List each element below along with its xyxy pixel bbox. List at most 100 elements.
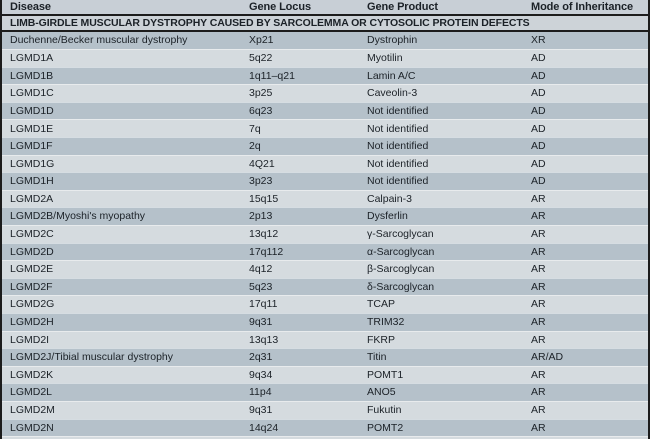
gene-product-cell: Dysferlin xyxy=(367,211,408,222)
gene-locus-cell: 4Q21 xyxy=(249,158,275,170)
gene-product-cell: Myotilin xyxy=(367,53,403,64)
disease-cell: LGMD1E xyxy=(10,123,54,135)
table-row: LGMD1D 6q23 Not identified AD xyxy=(2,101,648,120)
gene-locus-cell: 13q13 xyxy=(249,334,279,346)
section-rule xyxy=(2,29,648,32)
disease-cell: LGMD1D xyxy=(10,105,54,117)
gene-locus-cell: 2p13 xyxy=(249,211,273,222)
table-row: LGMD2B/Myoshi's myopathy 2p13 Dysferlin AR xyxy=(2,207,648,226)
table-row: LGMD2A 15q15 Calpain-3 AR xyxy=(2,189,648,208)
inheritance-cell: AR xyxy=(531,387,546,398)
disease-cell: LGMD2N xyxy=(10,422,54,434)
inheritance-cell: AR xyxy=(531,193,546,205)
gene-product-cell: POMT2 xyxy=(367,422,404,434)
table-row: LGMD2L 11p4 ANO5 AR xyxy=(2,383,648,401)
gene-locus-cell: 9q31 xyxy=(249,405,273,416)
gene-locus-cell: 14q24 xyxy=(249,422,279,434)
table-row: LGMD2G 17q11 TCAP AR xyxy=(2,295,648,313)
inheritance-cell: AR/AD xyxy=(531,352,564,363)
table-row: LGMD2H 9q31 TRIM32 AR xyxy=(2,313,648,331)
gene-product-cell: Not identified xyxy=(367,158,429,170)
gene-locus-cell: 17q112 xyxy=(249,246,284,258)
gene-locus-cell: Xp21 xyxy=(249,35,274,46)
table-row: LGMD2C 13q12 γ-Sarcoglycan AR xyxy=(2,225,648,243)
table-row: LGMD2E 4q12 β-Sarcoglycan AR xyxy=(2,260,648,278)
disease-cell: Duchenne/Becker muscular dystrophy xyxy=(10,35,188,46)
disease-cell: LGMD2C xyxy=(10,229,54,240)
inheritance-cell: AD xyxy=(531,176,546,187)
inheritance-cell: XR xyxy=(531,35,546,46)
column-header-mode-of-inheritance: Mode of Inheritance xyxy=(531,1,633,13)
gene-locus-cell: 17q11 xyxy=(249,299,278,310)
inheritance-cell: AR xyxy=(531,317,546,328)
table-row: LGMD1C 3p25 Caveolin-3 AD xyxy=(2,84,648,102)
gene-locus-cell: 6q23 xyxy=(249,105,273,117)
inheritance-cell: AR xyxy=(531,369,546,381)
gene-product-cell: Calpain-3 xyxy=(367,193,412,205)
inheritance-cell: AR xyxy=(531,281,546,293)
disease-cell: LGMD2H xyxy=(10,317,54,328)
table-body: Duchenne/Becker muscular dystrophy Xp21 Dy… xyxy=(2,31,648,437)
disease-cell: LGMD2K xyxy=(10,369,54,381)
disease-cell: LGMD2M xyxy=(10,405,55,416)
inheritance-cell: AR xyxy=(531,405,546,416)
gene-locus-cell: 7q xyxy=(249,123,261,135)
gene-product-cell: ANO5 xyxy=(367,387,396,398)
gene-product-cell: TRIM32 xyxy=(367,317,405,328)
gene-product-cell: Not identified xyxy=(367,176,429,187)
gene-product-cell: δ-Sarcoglycan xyxy=(367,281,435,293)
gene-locus-cell: 3p25 xyxy=(249,88,273,99)
inheritance-cell: AR xyxy=(531,246,546,258)
table-row: LGMD2I 13q13 FKRP AR xyxy=(2,330,648,349)
gene-locus-cell: 1q11–q21 xyxy=(249,70,295,82)
inheritance-cell: AD xyxy=(531,123,546,135)
disease-cell: LGMD2G xyxy=(10,299,55,310)
gene-product-cell: TCAP xyxy=(367,299,396,310)
gene-locus-cell: 13q12 xyxy=(249,229,279,240)
disease-cell: LGMD2B/Myoshi's myopathy xyxy=(10,211,146,222)
table-row: LGMD2M 9q31 Fukutin AR xyxy=(2,400,648,419)
table-row: LGMD1G 4Q21 Not identified AD xyxy=(2,154,648,173)
column-header-gene-locus: Gene Locus xyxy=(249,1,311,13)
column-header-disease: Disease xyxy=(10,1,51,13)
gene-locus-cell: 5q23 xyxy=(249,281,273,293)
disease-cell: LGMD2E xyxy=(10,264,54,275)
table-row: Duchenne/Becker muscular dystrophy Xp21 Dy… xyxy=(2,31,648,50)
disease-cell: LGMD1A xyxy=(10,53,54,64)
disease-cell: LGMD2L xyxy=(10,387,53,398)
inheritance-cell: AR xyxy=(531,229,546,240)
gene-product-cell: α-Sarcoglycan xyxy=(367,246,435,258)
disease-cell: LGMD1G xyxy=(10,158,55,170)
inheritance-cell: AR xyxy=(531,299,546,310)
gene-product-cell: Not identified xyxy=(367,141,429,152)
inheritance-cell: AD xyxy=(531,88,546,99)
inheritance-cell: AR xyxy=(531,422,546,434)
table-row: LGMD1B 1q11–q21 Lamin A/C AD xyxy=(2,66,648,85)
gene-locus-cell: 5q22 xyxy=(249,53,273,64)
gene-product-cell: Fukutin xyxy=(367,405,402,416)
disease-cell: LGMD1H xyxy=(10,176,54,187)
disease-cell: LGMD2I xyxy=(10,334,50,346)
disease-cell: LGMD2A xyxy=(10,193,54,205)
table-row: LGMD1F 2q Not identified AD xyxy=(2,137,648,155)
table-row: LGMD2N 14q24 POMT2 AR xyxy=(2,418,648,437)
gene-locus-cell: 2q31 xyxy=(249,352,273,363)
gene-locus-cell: 15q15 xyxy=(249,193,279,205)
gene-product-cell: Titin xyxy=(367,352,387,363)
gene-locus-cell: 11p4 xyxy=(249,387,272,398)
inheritance-cell: AD xyxy=(531,158,546,170)
inheritance-cell: AD xyxy=(531,53,546,64)
disease-cell: LGMD2D xyxy=(10,246,54,258)
disease-cell: LGMD1B xyxy=(10,70,54,82)
gene-locus-cell: 9q31 xyxy=(249,317,273,328)
gene-product-cell: Lamin A/C xyxy=(367,70,416,82)
gene-product-cell: Dystrophin xyxy=(367,35,418,46)
gene-product-cell: Not identified xyxy=(367,123,429,135)
table-row: LGMD1A 5q22 Myotilin AD xyxy=(2,49,648,67)
table-row: LGMD2F 5q23 δ-Sarcoglycan AR xyxy=(2,277,648,296)
disease-cell: LGMD1F xyxy=(10,141,53,152)
inheritance-cell: AR xyxy=(531,264,546,275)
gene-product-cell: POMT1 xyxy=(367,369,404,381)
inheritance-cell: AD xyxy=(531,70,546,82)
